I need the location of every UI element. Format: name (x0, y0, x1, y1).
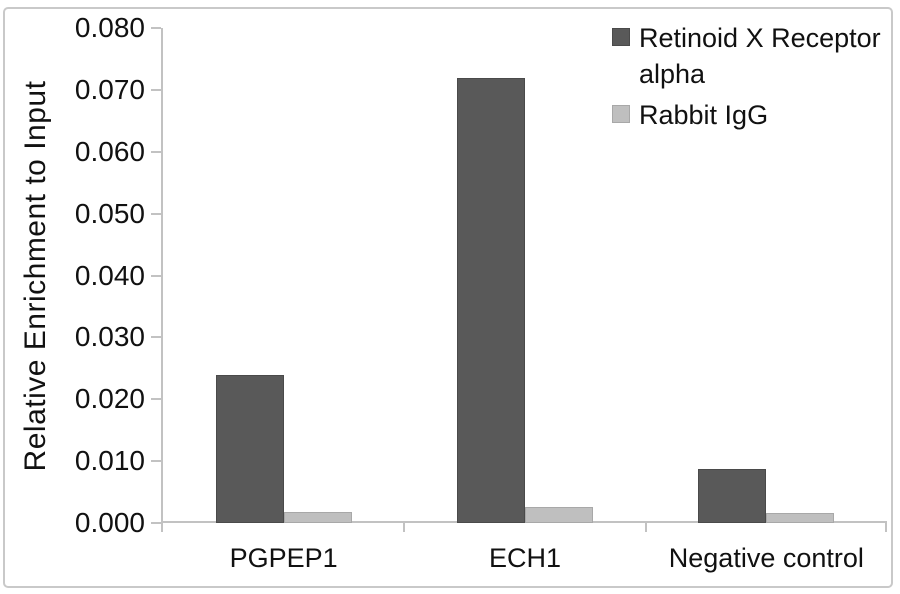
x-tick-mark (161, 523, 163, 532)
category-label-ech1: ECH1 (488, 543, 562, 573)
bar-retinoid-x-receptor-alpha-pgpep1 (215, 374, 284, 523)
bar-rabbit-igg-ech1 (525, 506, 593, 523)
bar-rabbit-igg-pgpep1 (283, 512, 352, 523)
legend-item-retinoid-x-receptor-alpha: Retinoid X Receptor alpha (612, 20, 890, 92)
y-tick-label: 0.050 (74, 197, 145, 229)
y-tick-mark (151, 150, 161, 153)
y-tick-label: 0.060 (74, 135, 145, 167)
legend-swatch-icon (612, 28, 630, 46)
y-tick-label: 0.010 (74, 445, 145, 477)
y-tick-mark (151, 274, 161, 277)
x-tick-mark (645, 523, 647, 532)
bar-retinoid-x-receptor-alpha-negative-control (698, 469, 767, 523)
plot-area: 0.000 0.010 0.020 0.030 0.040 0.050 0.060 0.070… (75, 12, 887, 573)
legend: Retinoid X Receptor alpha Rabbit IgG (612, 20, 890, 133)
bar-retinoid-x-receptor-alpha-ech1 (457, 77, 525, 523)
legend-label: Retinoid X Receptor alpha (639, 23, 881, 89)
y-tick-label: 0.080 (74, 12, 145, 43)
y-tick-mark (151, 336, 161, 339)
y-tick-mark (151, 88, 161, 91)
legend-swatch-icon (612, 105, 630, 123)
category-label-pgpep1: PGPEP1 (229, 543, 338, 573)
x-tick-mark (885, 523, 887, 532)
y-tick-label: 0.000 (74, 507, 145, 538)
y-tick-label: 0.020 (74, 383, 145, 415)
y-tick-label: 0.070 (74, 73, 145, 105)
y-tick-mark (151, 398, 161, 401)
legend-item-rabbit-igg: Rabbit IgG (612, 97, 890, 133)
category-label-negative-control: Negative control (668, 543, 864, 573)
y-tick-mark (151, 27, 161, 29)
x-tick-mark (403, 523, 405, 532)
y-tick-mark (151, 460, 161, 463)
y-tick-label: 0.040 (74, 259, 145, 291)
y-axis-line (161, 28, 163, 523)
y-tick-mark (151, 522, 161, 524)
legend-label: Rabbit IgG (639, 100, 769, 130)
y-tick-label: 0.030 (74, 321, 145, 353)
y-tick-mark (151, 212, 161, 215)
bar-rabbit-igg-negative-control (766, 513, 835, 523)
